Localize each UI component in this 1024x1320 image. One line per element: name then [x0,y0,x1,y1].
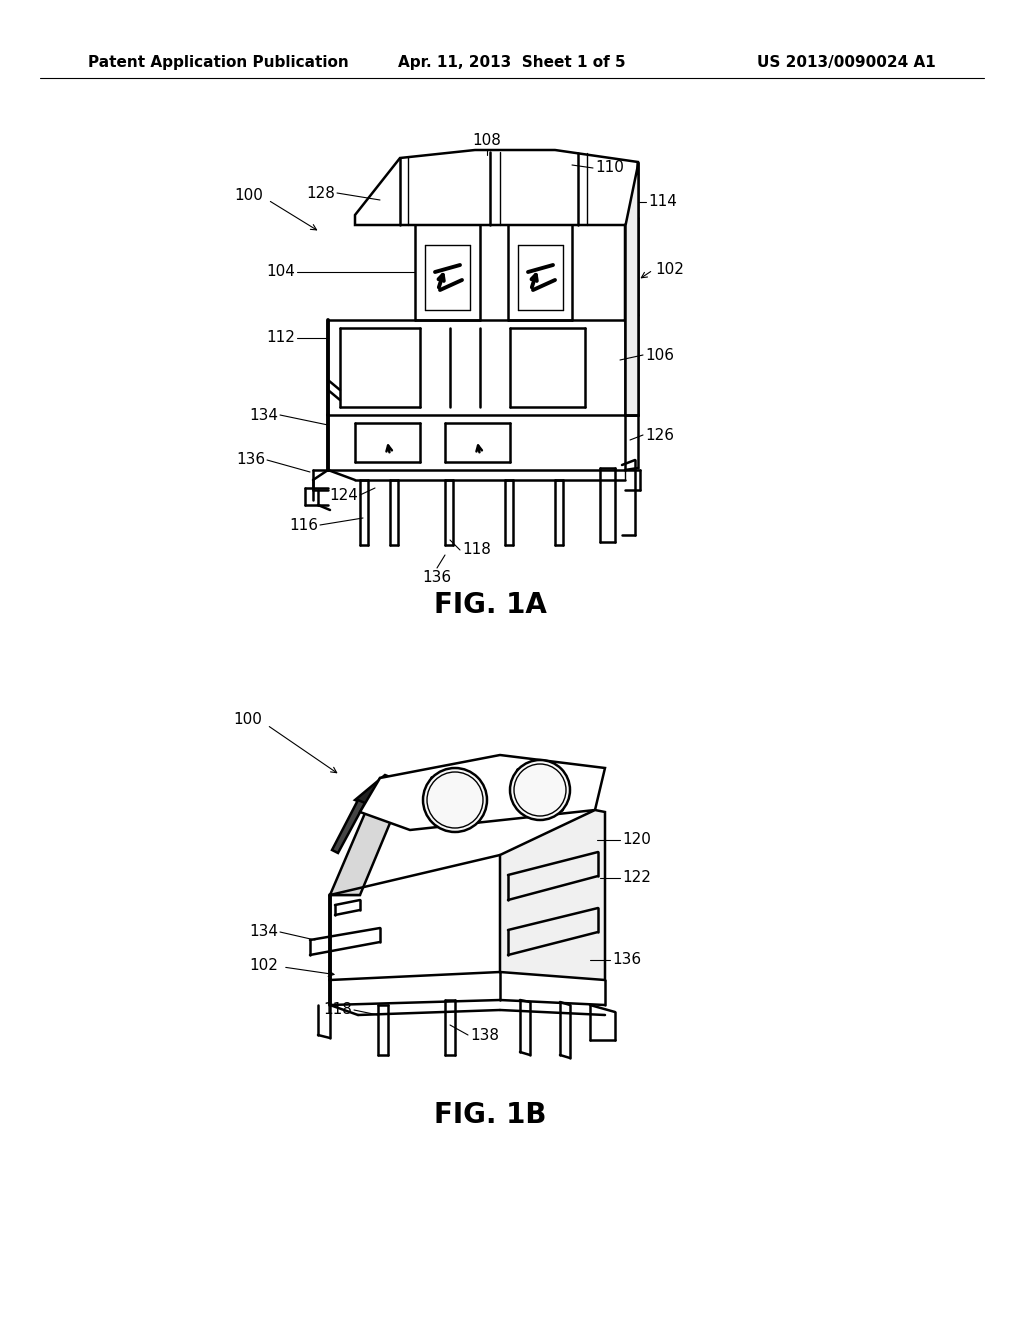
Polygon shape [625,162,638,319]
Text: 112: 112 [266,330,295,346]
Text: 104: 104 [266,264,295,280]
Text: 124: 124 [329,487,358,503]
Text: Patent Application Publication: Patent Application Publication [88,54,349,70]
Text: 108: 108 [472,133,502,148]
Circle shape [510,760,570,820]
Text: 106: 106 [645,347,674,363]
Polygon shape [625,162,638,414]
Polygon shape [500,810,605,979]
Text: 110: 110 [595,161,624,176]
Text: 134: 134 [249,924,278,940]
Text: 114: 114 [648,194,677,210]
Text: 136: 136 [423,570,452,585]
Circle shape [423,768,487,832]
Text: 118: 118 [462,543,490,557]
Text: 126: 126 [645,428,674,442]
Text: 122: 122 [622,870,651,886]
Text: 134: 134 [249,408,278,422]
Polygon shape [355,775,410,810]
Text: 138: 138 [470,1027,499,1043]
Text: FIG. 1B: FIG. 1B [434,1101,546,1129]
Text: 136: 136 [612,953,641,968]
Polygon shape [360,755,605,830]
Text: 100: 100 [233,713,262,727]
Text: FIG. 1A: FIG. 1A [433,591,547,619]
Text: 120: 120 [622,833,651,847]
Text: 128: 128 [306,186,335,201]
Text: US 2013/0090024 A1: US 2013/0090024 A1 [758,54,936,70]
Text: 102: 102 [249,957,278,973]
Text: 102: 102 [655,263,684,277]
Text: 100: 100 [234,187,263,202]
Text: 118: 118 [324,1002,352,1018]
Polygon shape [332,800,365,853]
Polygon shape [330,775,410,895]
Polygon shape [355,150,638,224]
Text: Apr. 11, 2013  Sheet 1 of 5: Apr. 11, 2013 Sheet 1 of 5 [398,54,626,70]
Text: 116: 116 [289,517,318,532]
Text: 136: 136 [236,453,265,467]
